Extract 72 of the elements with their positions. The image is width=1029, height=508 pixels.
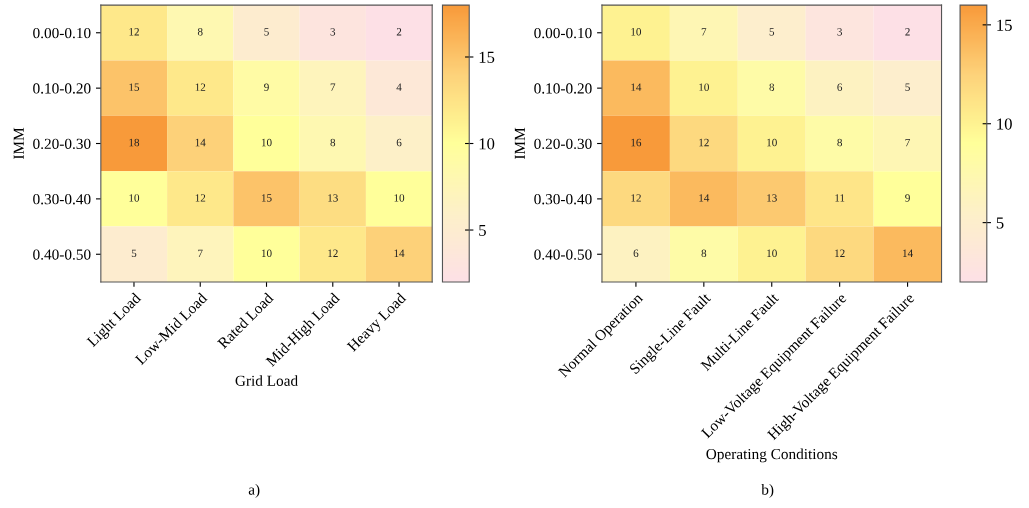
data-label: 12 — [631, 194, 641, 202]
data-label: 8 — [197, 28, 203, 36]
y-tick-label: 0.40-0.50 — [534, 249, 592, 260]
x-axis-title: Operating Conditions — [706, 448, 838, 463]
data-label: 10 — [767, 249, 777, 258]
data-label: 12 — [699, 138, 709, 147]
data-label: 2 — [905, 28, 910, 36]
y-axis-title: IMM — [514, 127, 525, 160]
data-label: 5 — [769, 28, 775, 36]
data-label: 6 — [837, 83, 843, 91]
data-label: 7 — [905, 138, 911, 147]
color-bar-label: 15 — [479, 51, 495, 63]
data-label: 7 — [330, 83, 336, 91]
color-bar-label: 10 — [479, 138, 495, 150]
y-tick-label: 0.30-0.40 — [33, 194, 91, 205]
color-bar-label: 5 — [996, 217, 1004, 229]
y-tick-label: 0.40-0.50 — [33, 249, 91, 260]
data-label: 12 — [195, 194, 206, 202]
data-label: 10 — [394, 194, 405, 202]
data-label: 7 — [198, 249, 203, 257]
data-label: 14 — [699, 194, 710, 202]
data-label: 4 — [396, 83, 402, 91]
y-tick-label: 0.10-0.20 — [33, 83, 91, 94]
color-bar-label: 10 — [997, 118, 1012, 130]
y-tick-label: 0.00-0.10 — [534, 27, 592, 39]
text: a) — [248, 483, 260, 498]
data-label: 5 — [264, 28, 269, 36]
data-label: 15 — [129, 83, 140, 91]
data-label: 9 — [905, 194, 910, 202]
data-label: 7 — [701, 28, 707, 36]
data-label: 14 — [195, 138, 206, 147]
data-label: 8 — [769, 83, 775, 91]
data-label: 8 — [701, 249, 707, 258]
y-axis-title: IMM — [13, 127, 24, 160]
data-label: 10 — [767, 138, 777, 147]
data-label: 9 — [264, 83, 269, 91]
data-label: 12 — [195, 83, 206, 91]
data-label: 14 — [903, 249, 913, 257]
data-label: 6 — [396, 138, 402, 147]
data-label: 12 — [328, 249, 338, 257]
data-label: 3 — [330, 28, 336, 36]
data-label: 8 — [330, 138, 336, 147]
color-bar-label: 15 — [997, 19, 1012, 31]
data-label: 10 — [261, 138, 272, 147]
data-label: 10 — [261, 249, 272, 258]
y-tick-label: 0.20-0.30 — [33, 138, 91, 150]
y-tick-label: 0.10-0.20 — [534, 83, 592, 94]
data-label: 14 — [631, 83, 642, 91]
data-label: 18 — [129, 138, 140, 147]
data-label: 2 — [396, 28, 402, 36]
data-label: 6 — [633, 249, 639, 258]
y-tick-label: 0.20-0.30 — [534, 138, 592, 150]
x-axis-title: Grid Load — [235, 375, 298, 386]
data-label: 15 — [261, 194, 272, 202]
data-label: 5 — [905, 83, 910, 91]
data-label: 12 — [835, 249, 845, 257]
color-bar-label: 5 — [479, 224, 486, 236]
data-label: 10 — [631, 28, 642, 36]
data-label: 12 — [129, 28, 139, 36]
data-label: 13 — [328, 194, 338, 202]
data-label: 8 — [837, 138, 843, 147]
data-label: 13 — [767, 194, 777, 202]
data-label: 10 — [699, 83, 709, 91]
data-label: 5 — [131, 249, 137, 258]
data-label: 16 — [631, 138, 642, 147]
data-label: 10 — [129, 194, 140, 202]
y-tick-label: 0.00-0.10 — [33, 27, 91, 39]
y-tick-label: 0.30-0.40 — [534, 194, 592, 205]
data-label: 3 — [837, 28, 843, 36]
data-label: 11 — [835, 194, 845, 202]
data-label: 14 — [394, 249, 405, 257]
text: b) — [761, 483, 774, 498]
